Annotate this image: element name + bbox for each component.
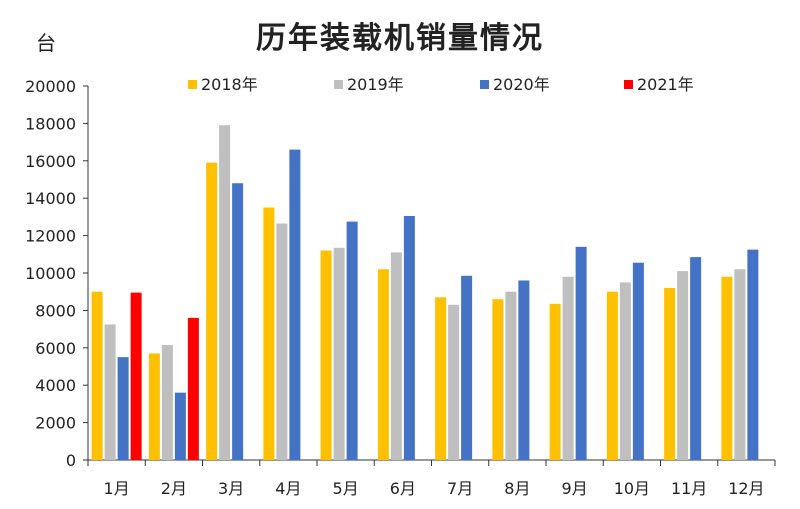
bar-2020年-7月 [461,275,473,460]
x-category-label: 9月 [562,479,588,498]
bar-2018年-1月 [91,291,103,460]
bar-2019年-11月 [677,271,689,460]
bar-2020年-10月 [632,262,644,460]
y-tick-label: 8000 [35,301,76,320]
y-tick-label: 20000 [25,77,76,96]
x-category-label: 12月 [728,479,764,498]
bar-2018年-2月 [148,353,160,460]
bar-2018年-3月 [206,162,218,461]
bar-2019年-3月 [219,125,231,461]
bar-2020年-2月 [174,392,186,460]
bar-2021年-2月 [187,317,199,460]
x-category-label: 1月 [104,479,130,498]
bar-2018年-10月 [606,291,618,460]
bar-2019年-7月 [448,304,460,460]
legend-label: 2020年 [493,75,550,94]
y-axis: 0 2000 4000 6000 8000 10000 12000 14000 16000 180… [25,77,89,470]
x-category-label: 6月 [390,479,416,498]
x-category-label: 5月 [333,479,359,498]
bar-2018年-5月 [320,250,332,460]
bar-2019年-6月 [390,252,402,460]
legend-label: 2018年 [201,75,258,94]
x-category-label: 8月 [504,479,530,498]
bar-2018年-6月 [377,269,389,460]
y-tick-label: 16000 [25,152,76,171]
y-tick-label: 4000 [35,376,76,395]
y-tick-label: 2000 [35,414,76,433]
legend-label: 2019年 [347,75,404,94]
bar-2020年-3月 [232,183,244,461]
bar-2020年-6月 [403,215,415,460]
bar-2018年-4月 [263,207,275,460]
y-tick-label: 0 [66,451,76,470]
legend-label: 2021年 [637,75,694,94]
legend-swatch [480,80,489,89]
bar-2019年-12月 [734,269,746,460]
bar-series-group [91,125,759,461]
bar-2020年-8月 [518,280,530,460]
bar-2019年-2月 [161,344,173,460]
y-tick-label: 6000 [35,339,76,358]
bar-2018年-11月 [664,287,676,460]
legend-swatch [624,80,633,89]
y-tick-label: 18000 [25,114,76,133]
bar-2020年-5月 [346,221,358,460]
bar-2020年-1月 [117,357,129,460]
bar-2018年-8月 [492,299,504,460]
bar-2019年-8月 [505,291,517,460]
bar-2020年-9月 [575,246,587,460]
bar-2018年-7月 [435,297,447,460]
bar-2020年-11月 [690,257,702,460]
x-category-label: 3月 [218,479,244,498]
bar-2018年-12月 [721,276,733,460]
bar-2018年-9月 [549,303,561,460]
legend-swatch [334,80,343,89]
x-axis: 1月 2月 3月 4月 5月 6月 7月 8月 9月 10月 11月 12月 [87,459,776,498]
y-axis-unit-label: 台 [36,31,56,55]
x-category-label: 2月 [161,479,187,498]
y-tick-label: 10000 [25,264,76,283]
bar-2021年-1月 [130,292,142,460]
bar-2020年-12月 [747,249,759,460]
bar-2020年-4月 [289,149,301,460]
bar-2019年-1月 [104,324,116,460]
x-category-label: 4月 [275,479,301,498]
bar-2019年-5月 [333,247,345,460]
y-tick-label: 14000 [25,189,76,208]
legend-swatch [188,80,197,89]
bar-2019年-10月 [619,282,631,460]
legend: 2018年 2019年 2020年 2021年 [188,75,694,94]
x-category-label: 7月 [447,479,473,498]
bar-2019年-9月 [562,276,574,460]
bar-2019年-4月 [276,223,288,460]
y-tick-label: 12000 [25,227,76,246]
x-category-label: 11月 [671,479,707,498]
x-category-label: 10月 [614,479,650,498]
chart-title: 历年装载机销量情况 [256,21,544,56]
